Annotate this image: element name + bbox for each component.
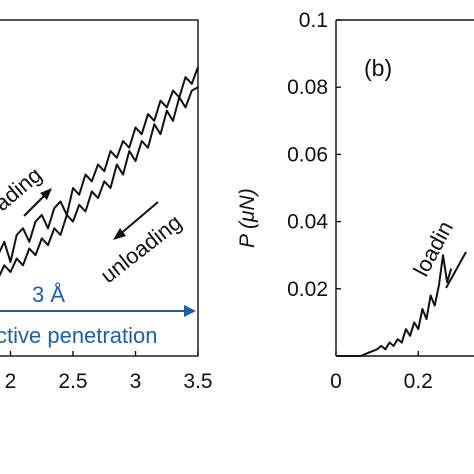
panel-a-x-tick-label: 3.5 bbox=[183, 370, 212, 393]
panel-b-x-tick-label: 0 bbox=[330, 370, 342, 393]
panel-a-x-tick-label: 2 bbox=[5, 370, 17, 393]
panel-b-x-ticks: 0 0.2 bbox=[330, 351, 433, 393]
panel-a-curves bbox=[0, 66, 199, 277]
panel-b-y-tick-label: 0.04 bbox=[287, 211, 328, 234]
panel-a-distance-label: 3 Å bbox=[32, 282, 65, 307]
panel-b-y-tick-label: 0.1 bbox=[299, 9, 328, 32]
panel-b-y-tick-label: 0.02 bbox=[287, 278, 328, 301]
panel-a: 2 2.5 3 3.5 ading unloading 3 Å ctive penet… bbox=[0, 19, 213, 393]
panel-a-x-tick-label: 3 bbox=[130, 370, 142, 393]
panel-b-x-tick-label: 0.2 bbox=[404, 370, 433, 393]
panel-a-unloading-arrowhead bbox=[113, 228, 126, 240]
panel-b-y-axis-label: P (μN) bbox=[236, 188, 259, 248]
panel-b-loading-arrow bbox=[445, 251, 467, 289]
panel-a-plot-frame bbox=[0, 19, 199, 357]
panel-a-series-2-line bbox=[0, 86, 199, 277]
panel-a-distance-caption: ctive penetration bbox=[0, 323, 157, 348]
panel-b-series-1-line bbox=[336, 254, 453, 357]
panel-a-loading-label: ading bbox=[0, 162, 46, 216]
panel-a-x-ticks: 2 2.5 3 3.5 bbox=[5, 351, 213, 393]
panel-a-series-1-line bbox=[0, 66, 199, 263]
panel-b-y-ticks: 0.02 0.04 0.06 0.08 0.1 bbox=[287, 9, 341, 301]
panel-a-distance-arrowhead bbox=[184, 305, 196, 317]
panel-b: 0.020.040.060.080.1 0 0.2 P (μN) (b) load… bbox=[236, 9, 474, 393]
panel-a-x-tick-label: 2.5 bbox=[58, 370, 87, 393]
panel-a-unloading-label: unloading bbox=[96, 209, 187, 287]
panel-b-curves bbox=[336, 254, 453, 357]
panel-b-tag: (b) bbox=[364, 55, 392, 81]
panel-b-y-tick-label: 0.08 bbox=[287, 76, 328, 99]
panel-a-unloading-arrow bbox=[117, 201, 159, 237]
panel-a-loading-arrowhead bbox=[40, 188, 52, 200]
panel-b-y-tick-label: 0.06 bbox=[287, 143, 328, 166]
